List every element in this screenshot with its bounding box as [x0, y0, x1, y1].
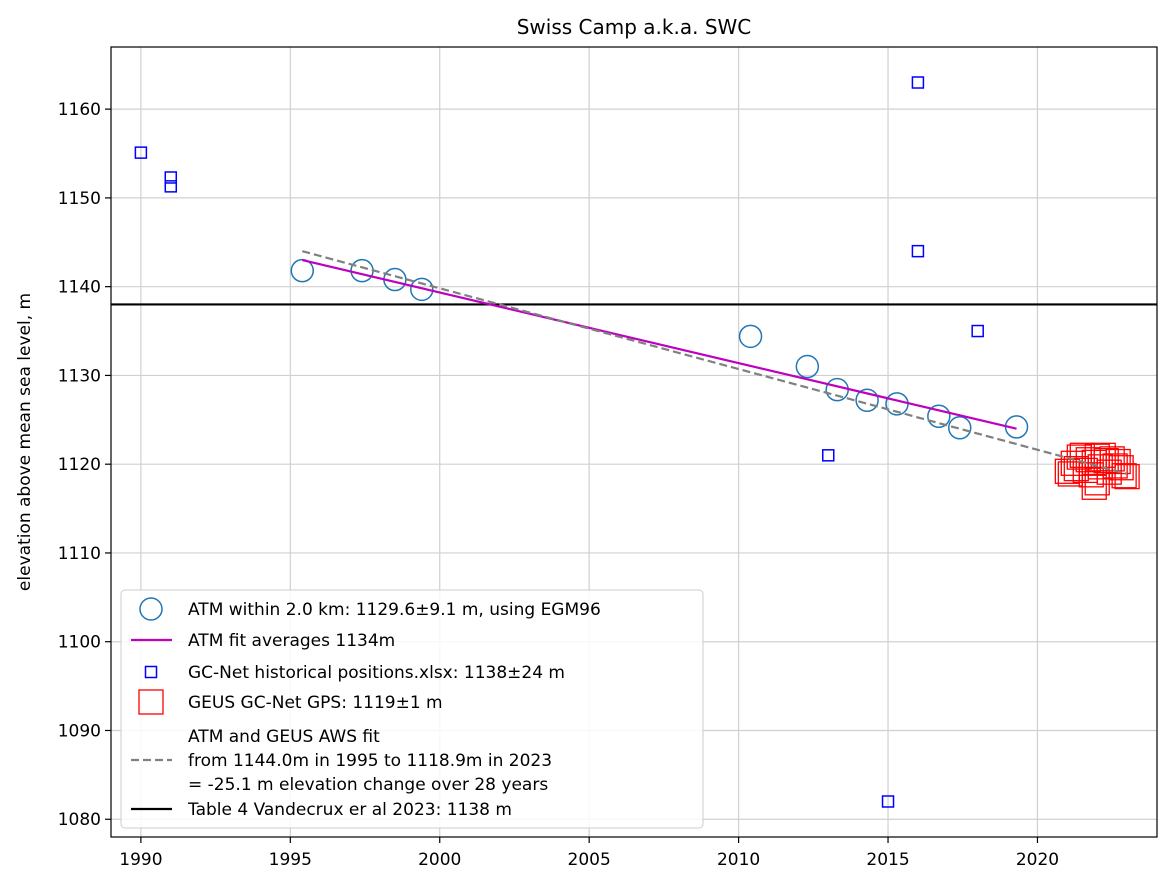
legend-label: ATM and GEUS AWS fit [188, 727, 380, 747]
legend-label: ATM within 2.0 km: 1129.6±9.1 m, using E… [188, 600, 601, 620]
legend-label: from 1144.0m in 1995 to 1118.9m in 2023 [188, 751, 552, 771]
legend-symbol-geus [138, 689, 164, 715]
chart-title: Swiss Camp a.k.a. SWC [517, 15, 752, 39]
legend-symbol-atm [139, 597, 163, 621]
geus-point [1114, 463, 1140, 490]
atm-point [927, 404, 951, 429]
y-tick-label: 1080 [58, 810, 101, 830]
geus-point [1081, 474, 1107, 500]
gcnet-point [134, 146, 148, 159]
y-tick-label: 1120 [58, 455, 101, 475]
gcnet-point [911, 76, 925, 89]
combined-fit-line [301, 250, 1128, 476]
y-tick-label: 1130 [58, 366, 101, 386]
x-tick-label: 1995 [269, 850, 312, 870]
x-tick-label: 2020 [1016, 850, 1059, 870]
legend-box [120, 589, 704, 829]
plot-area [111, 76, 1157, 808]
atm-point [290, 258, 315, 283]
legend: ATM within 2.0 km: 1129.6±9.1 m, using E… [120, 589, 704, 829]
atm-point [795, 354, 820, 379]
geus-point [1111, 463, 1137, 489]
legend-label: = -25.1 m elevation change over 28 years [188, 775, 548, 795]
axis-ticks: 1990 1995 2000 2005 2010 2015 2020 1080 1090 1100… [58, 100, 1059, 870]
gcnet-point [911, 244, 925, 258]
geus-point [1084, 470, 1110, 496]
plot-frame [110, 46, 1158, 838]
gcnet-point [971, 324, 984, 338]
atm-point [855, 388, 879, 413]
gcnet-point [164, 180, 178, 193]
gcnet-point [164, 171, 178, 184]
legend-symbol-gcnet [144, 665, 158, 679]
legend-label: GC-Net historical positions.xlsx: 1138±2… [188, 663, 565, 683]
x-tick-label: 1990 [119, 850, 162, 870]
y-axis-label: elevation above mean sea level, m [15, 293, 35, 591]
gcnet-point [881, 795, 895, 808]
y-tick-label: 1090 [58, 721, 101, 741]
y-tick-label: 1100 [58, 633, 101, 653]
x-tick-label: 2015 [866, 850, 909, 870]
atm-fit-line [302, 258, 1017, 430]
gcnet-point [822, 449, 835, 462]
atm-point [948, 416, 972, 440]
geus-point [1105, 448, 1131, 475]
legend-label: ATM fit averages 1134m [188, 631, 395, 651]
y-tick-label: 1110 [58, 544, 101, 564]
legend-label: Table 4 Vandecrux er al 2023: 1138 m [187, 800, 512, 820]
legend-label: GEUS GC-Net GPS: 1119±1 m [188, 693, 443, 713]
x-tick-label: 2005 [568, 850, 611, 870]
atm-point [410, 277, 434, 302]
x-tick-label: 2000 [418, 850, 461, 870]
geus-point [1108, 455, 1134, 481]
y-tick-label: 1150 [58, 189, 101, 209]
x-tick-label: 2010 [717, 850, 760, 870]
y-tick-label: 1140 [58, 278, 101, 298]
y-tick-label: 1160 [58, 100, 101, 120]
atm-point [738, 324, 763, 349]
